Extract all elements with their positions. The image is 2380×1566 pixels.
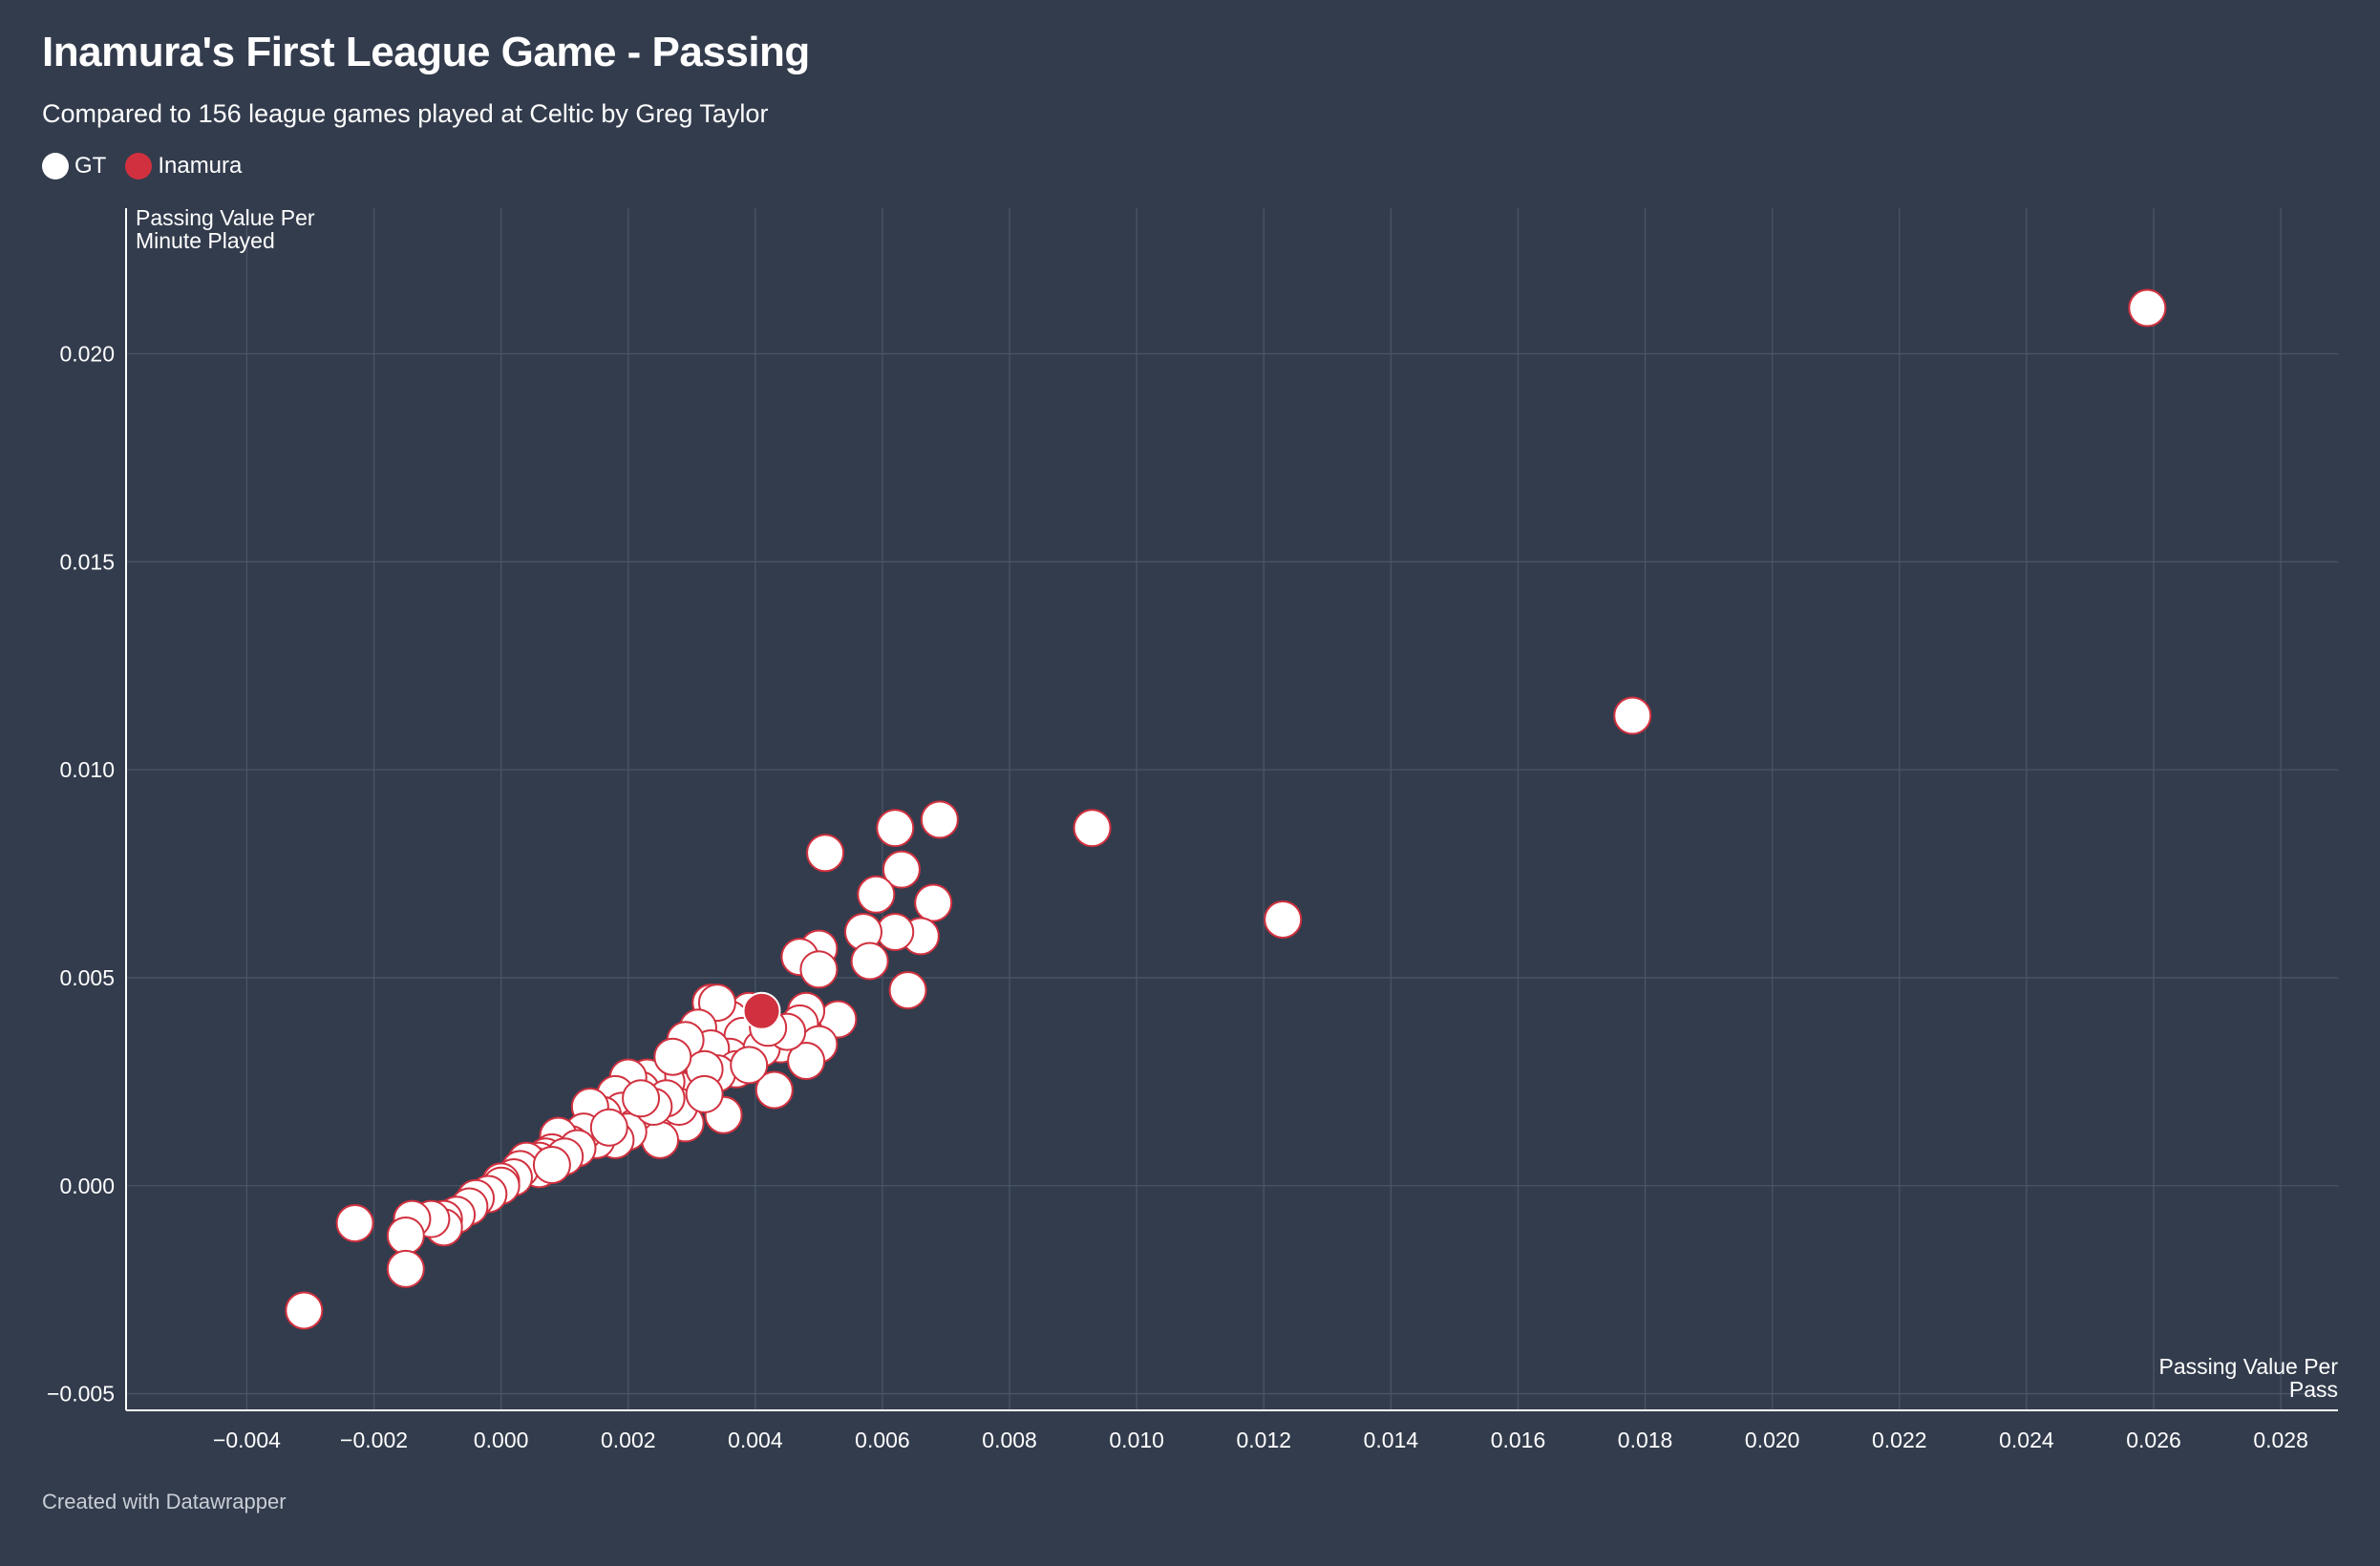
gt-point [685,1074,724,1113]
grid [126,208,2338,1410]
gt-point [888,971,927,1010]
gt-point [335,1203,374,1242]
legend-label-inamura: Inamura [158,153,243,179]
x-tick-label: 0.020 [1745,1428,1800,1452]
inamura-point [742,991,781,1030]
x-tick-label: 0.026 [2126,1428,2181,1452]
gt-point [1264,899,1303,939]
x-tick-label: 0.016 [1491,1428,1546,1452]
gt-point [799,950,839,989]
legend-item-inamura: Inamura [125,153,242,180]
gt-point [641,1120,680,1159]
gt-point [914,883,953,922]
y-tick-label: 0.015 [59,549,115,574]
axes: −0.004 −0.002 0.000 0.002 0.004 0.006 0.008 0.0… [47,208,2338,1452]
x-tick-label: 0.010 [1109,1428,1164,1452]
legend-label-gt: GT [74,153,107,179]
x-axis-title-line: Passing Value Per [2158,1354,2338,1379]
gt-point [806,834,845,873]
x-tick-label: 0.004 [728,1428,783,1452]
gt-point [622,1079,661,1118]
chart-title: Inamura's First League Game - Passing [42,29,810,75]
gt-point [754,1070,794,1110]
chart-subtitle: Compared to 156 league games played at C… [42,99,769,128]
x-tick-label: 0.000 [474,1428,529,1452]
x-tick-label: 0.022 [1872,1428,1927,1452]
gt-point [589,1108,628,1147]
y-tick-label: 0.010 [59,757,115,782]
x-tick-label: −0.002 [340,1428,408,1452]
legend-item-gt: GT [42,153,106,180]
x-tick-label: 0.018 [1618,1428,1673,1452]
gt-point [1073,809,1112,848]
x-tick-label: −0.004 [213,1428,281,1452]
y-tick-label: −0.005 [47,1382,115,1407]
gt-point [730,1046,769,1085]
x-tick-label: 0.006 [855,1428,910,1452]
x-tick-label: 0.014 [1364,1428,1419,1452]
data-points [285,288,2167,1330]
gt-point [386,1217,425,1256]
legend-swatch-gt [42,153,69,180]
gt-point [850,942,889,981]
x-tick-label: 0.012 [1236,1428,1291,1452]
chart-legend: GT Inamura [42,153,261,180]
gt-point [787,1042,826,1081]
gt-point [285,1291,324,1330]
x-tick-label: 0.028 [2253,1428,2308,1452]
gt-point [1613,696,1652,735]
y-axis-title-line: Passing Value Per [136,205,315,230]
gt-point [386,1249,425,1288]
x-axis-title-line: Pass [2289,1377,2338,1402]
x-tick-label: 0.002 [601,1428,656,1452]
legend-swatch-inamura [125,153,153,180]
gt-point [653,1037,692,1076]
x-tick-label: 0.024 [1999,1428,2054,1452]
y-tick-label: 0.020 [59,341,115,366]
gt-point [2128,288,2167,328]
x-tick-label: 0.008 [982,1428,1037,1452]
footer-credit: Created with Datawrapper [42,1490,287,1513]
y-tick-label: 0.000 [59,1174,115,1198]
gt-point [882,850,921,889]
gt-point [876,809,915,848]
gt-point [920,800,959,839]
gt-point [857,875,896,914]
y-axis-title-line: Minute Played [136,228,275,253]
y-tick-label: 0.005 [59,965,115,990]
gt-point [532,1145,571,1184]
